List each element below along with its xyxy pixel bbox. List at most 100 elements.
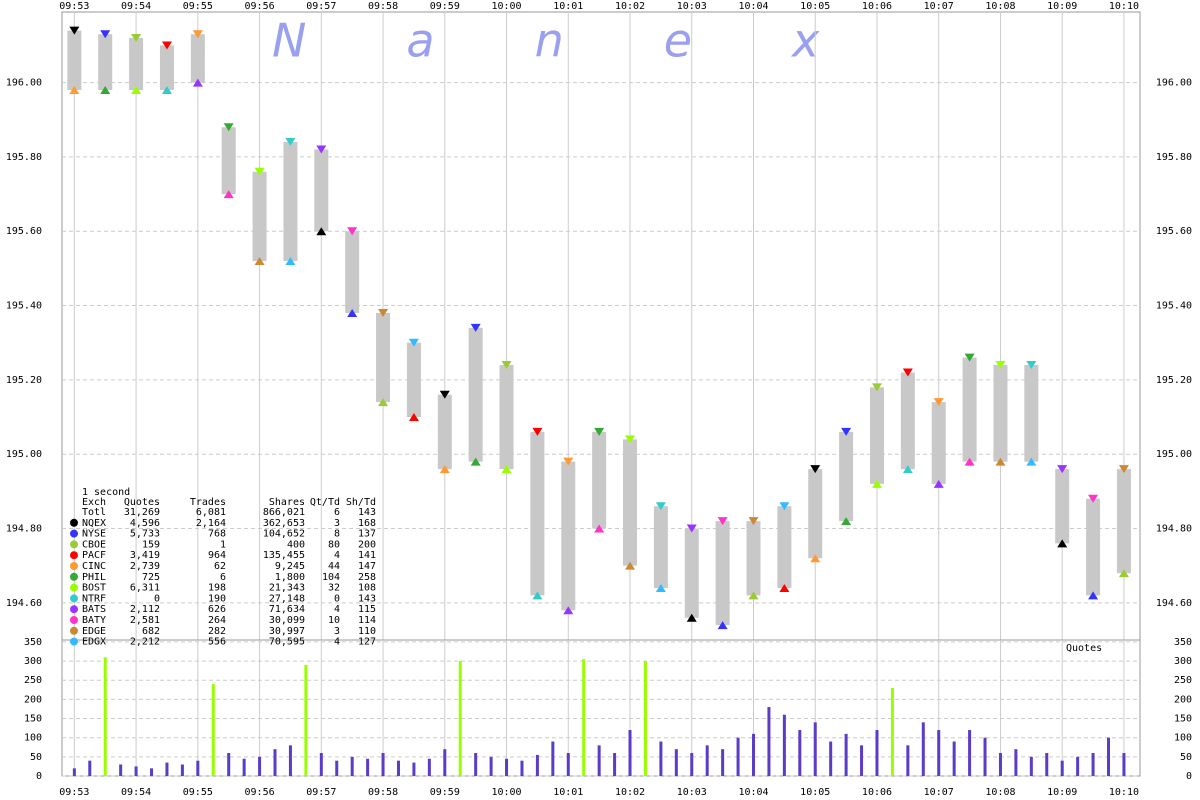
panel-title: Quotes <box>1066 643 1102 654</box>
table-cell: 8 <box>334 529 340 540</box>
y-tick-label: 195.20 <box>6 375 42 386</box>
table-cell: 282 <box>208 626 226 637</box>
x-tick-label: 10:05 <box>800 1 830 12</box>
bar <box>705 745 709 776</box>
bar <box>458 661 462 776</box>
high-marker <box>841 427 852 436</box>
x-tick-label: 10:09 <box>1047 1 1077 12</box>
table-cell: CINC <box>82 561 106 572</box>
bar <box>350 756 354 776</box>
bar <box>1045 753 1049 776</box>
bar <box>860 745 864 776</box>
y-tick-label: 195.80 <box>6 152 42 163</box>
x-tick-label: 10:09 <box>1047 787 1077 798</box>
low-marker <box>131 86 142 95</box>
x-tick-label: 09:57 <box>306 1 336 12</box>
low-marker <box>625 561 636 570</box>
bar <box>288 745 292 776</box>
high-marker <box>408 338 419 347</box>
y-tick-label-right: 194.60 <box>1156 598 1192 609</box>
low-marker <box>902 465 913 474</box>
y-tick-label-right: 350 <box>1174 637 1192 648</box>
table-cell: 44 <box>328 561 340 572</box>
low-marker <box>686 613 697 622</box>
x-tick-label: 09:56 <box>245 787 275 798</box>
legend-swatch <box>70 551 78 560</box>
bar <box>1122 753 1126 776</box>
legend-swatch <box>70 529 78 538</box>
table-header: Qt/Td <box>310 497 340 508</box>
bar <box>150 768 154 776</box>
y-tick-label: 100 <box>24 733 42 744</box>
table-cell: 4 <box>334 550 340 561</box>
low-marker <box>1026 457 1037 466</box>
y-tick-label-right: 0 <box>1186 771 1192 782</box>
low-marker <box>1118 569 1129 578</box>
table-cell: 400 <box>287 539 305 550</box>
table-header: Trades <box>190 497 226 508</box>
table-cell: 70,595 <box>269 637 305 648</box>
x-tick-label: 10:04 <box>738 1 768 12</box>
x-tick-label: 09:55 <box>183 787 213 798</box>
y-tick-label: 194.60 <box>6 598 42 609</box>
high-marker <box>285 138 296 147</box>
table-header: Shares <box>269 497 305 508</box>
bar <box>643 661 647 776</box>
y-tick-label-right: 195.20 <box>1156 375 1192 386</box>
y-tick-label: 195.60 <box>6 226 42 237</box>
table-cell: 2,164 <box>196 518 226 529</box>
y-tick-label-right: 195.40 <box>1156 301 1192 312</box>
x-tick-label: 10:10 <box>1109 787 1139 798</box>
table-cell: 135,455 <box>263 550 305 561</box>
x-tick-label: 10:06 <box>862 787 892 798</box>
table-cell: 80 <box>328 539 340 550</box>
table-cell: 2,739 <box>130 561 160 572</box>
bar <box>906 745 910 776</box>
table-cell: 198 <box>208 583 226 594</box>
high-marker <box>347 227 358 236</box>
bar <box>659 741 663 776</box>
bar <box>674 749 678 776</box>
low-marker <box>470 457 481 466</box>
high-marker <box>1026 361 1037 370</box>
high-marker <box>1088 494 1099 503</box>
low-marker <box>192 78 203 87</box>
bar <box>1060 760 1064 776</box>
table-cell: 110 <box>358 626 376 637</box>
bar <box>890 687 894 776</box>
bar <box>1076 756 1080 776</box>
low-marker <box>532 591 543 600</box>
table-cell: 0 <box>334 593 340 604</box>
bar <box>921 722 925 776</box>
table-cell: BATS <box>82 604 106 615</box>
x-tick-label: 09:54 <box>121 787 151 798</box>
low-marker <box>161 86 172 95</box>
table-cell: 104,652 <box>263 529 305 540</box>
table-cell: 3 <box>334 518 340 529</box>
y-tick-label: 250 <box>24 675 42 686</box>
table-cell: 62 <box>214 561 226 572</box>
low-marker <box>748 591 759 600</box>
table-cell: 0 <box>154 593 160 604</box>
bar <box>566 753 570 776</box>
x-tick-label: 10:10 <box>1109 1 1139 12</box>
table-cell: 1,800 <box>275 572 305 583</box>
bar <box>258 756 262 776</box>
low-marker <box>717 621 728 630</box>
x-tick-label: 10:06 <box>862 1 892 12</box>
bar <box>937 730 941 776</box>
x-tick-label: 09:54 <box>121 1 151 12</box>
low-marker <box>1088 591 1099 600</box>
table-cell: 3,419 <box>130 550 160 561</box>
table-cell: 6,311 <box>130 583 160 594</box>
y-tick-label-right: 150 <box>1174 714 1192 725</box>
table-cell: 2,581 <box>130 615 160 626</box>
bar <box>968 730 972 776</box>
table-cell: 30,997 <box>269 626 305 637</box>
table-cell: 200 <box>358 539 376 550</box>
bar <box>813 722 817 776</box>
table-cell: 682 <box>142 626 160 637</box>
table-cell: 362,653 <box>263 518 305 529</box>
y-tick-label-right: 195.60 <box>1156 226 1192 237</box>
